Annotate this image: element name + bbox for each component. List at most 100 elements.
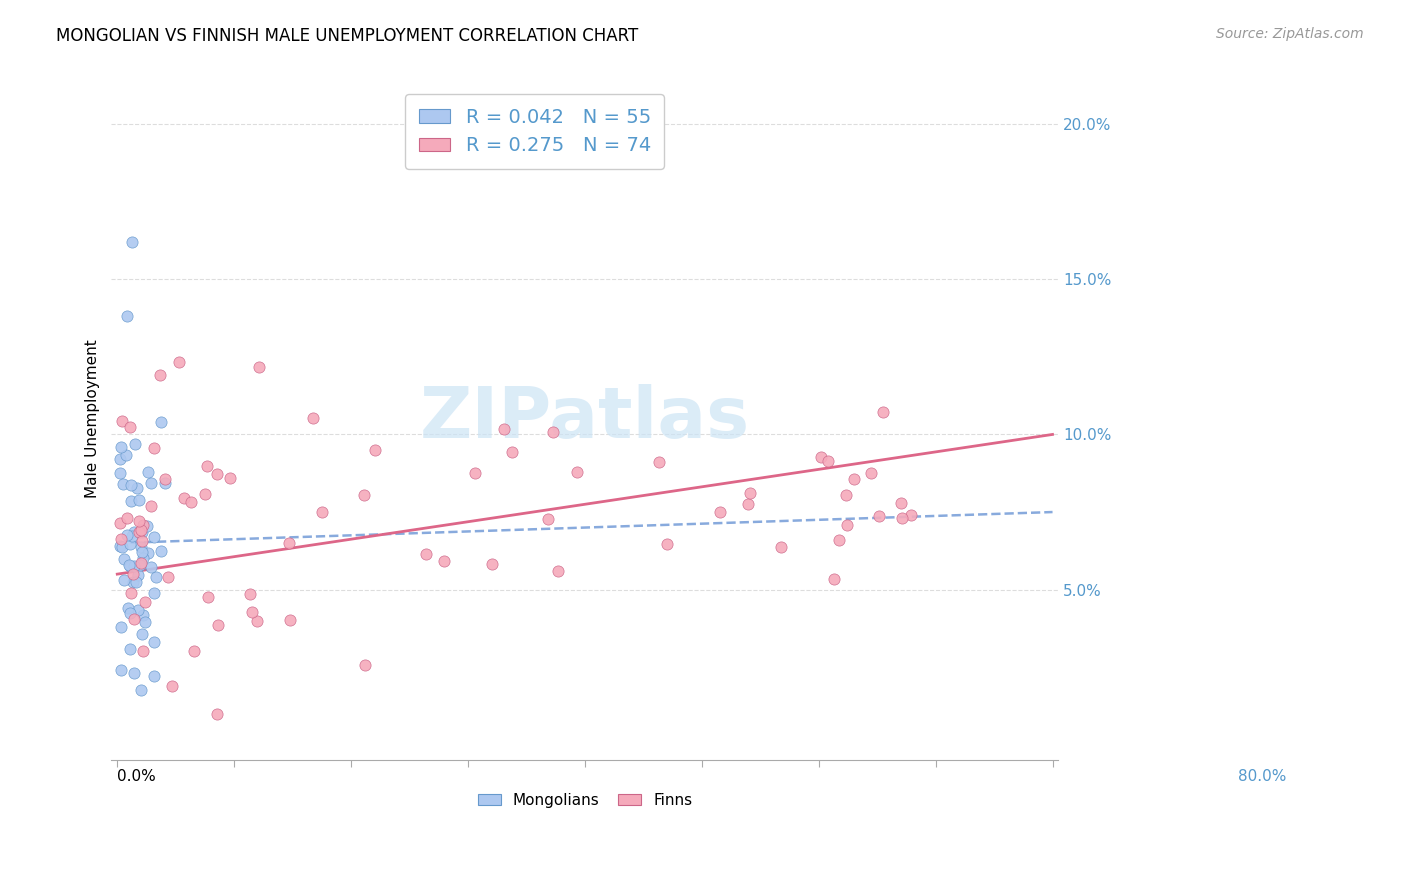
Point bbox=[132, 518, 155, 533]
Point bbox=[239, 587, 262, 601]
Point bbox=[111, 540, 134, 554]
Point bbox=[124, 665, 146, 680]
Point bbox=[125, 574, 148, 589]
Point bbox=[155, 472, 177, 486]
Point bbox=[127, 603, 149, 617]
Point bbox=[810, 450, 832, 465]
Text: Source: ZipAtlas.com: Source: ZipAtlas.com bbox=[1216, 27, 1364, 41]
Point bbox=[740, 486, 762, 500]
Point bbox=[278, 613, 301, 627]
Point bbox=[136, 546, 159, 560]
Point bbox=[129, 556, 152, 570]
Point bbox=[277, 536, 299, 550]
Point bbox=[134, 595, 156, 609]
Point bbox=[122, 566, 145, 581]
Point bbox=[115, 310, 138, 324]
Point bbox=[149, 415, 172, 429]
Text: 80.0%: 80.0% bbox=[1237, 769, 1286, 784]
Point bbox=[195, 459, 218, 474]
Point bbox=[135, 519, 157, 533]
Point bbox=[141, 475, 163, 490]
Point bbox=[153, 476, 176, 491]
Point bbox=[205, 467, 228, 481]
Point bbox=[541, 425, 564, 439]
Point bbox=[364, 442, 387, 457]
Point bbox=[129, 523, 152, 537]
Point bbox=[108, 516, 131, 530]
Point bbox=[108, 540, 131, 554]
Point bbox=[311, 504, 333, 518]
Point bbox=[120, 641, 142, 656]
Point bbox=[124, 437, 146, 451]
Point bbox=[112, 552, 135, 566]
Point bbox=[120, 420, 142, 434]
Point bbox=[143, 531, 166, 545]
Point bbox=[108, 467, 131, 481]
Point bbox=[240, 605, 263, 619]
Point bbox=[891, 511, 914, 525]
Point bbox=[120, 537, 142, 551]
Point bbox=[648, 455, 671, 469]
Point bbox=[565, 465, 588, 479]
Point bbox=[868, 509, 890, 524]
Point bbox=[131, 627, 153, 641]
Point bbox=[120, 493, 142, 508]
Point bbox=[128, 524, 150, 539]
Point bbox=[207, 618, 229, 632]
Point bbox=[890, 496, 912, 510]
Point bbox=[481, 558, 503, 572]
Point bbox=[737, 497, 759, 511]
Point bbox=[197, 590, 219, 604]
Point bbox=[112, 574, 135, 588]
Point bbox=[110, 532, 132, 546]
Point bbox=[173, 491, 195, 505]
Point bbox=[117, 527, 139, 541]
Point bbox=[709, 505, 731, 519]
Point bbox=[122, 558, 145, 573]
Point bbox=[120, 559, 142, 574]
Point bbox=[835, 517, 858, 532]
Point bbox=[128, 493, 150, 508]
Point bbox=[828, 533, 851, 547]
Point bbox=[354, 657, 377, 672]
Point bbox=[180, 494, 202, 508]
Point bbox=[121, 235, 143, 249]
Point bbox=[124, 612, 146, 626]
Point bbox=[134, 615, 156, 629]
Point bbox=[162, 679, 184, 693]
Point bbox=[132, 550, 155, 565]
Point bbox=[125, 481, 148, 495]
Point bbox=[118, 558, 141, 572]
Point bbox=[121, 574, 143, 589]
Point bbox=[817, 453, 839, 467]
Text: MONGOLIAN VS FINNISH MALE UNEMPLOYMENT CORRELATION CHART: MONGOLIAN VS FINNISH MALE UNEMPLOYMENT C… bbox=[56, 27, 638, 45]
Point bbox=[302, 410, 325, 425]
Point bbox=[129, 683, 152, 698]
Point bbox=[131, 608, 153, 623]
Point bbox=[246, 614, 269, 628]
Point bbox=[149, 368, 172, 382]
Point bbox=[141, 499, 163, 513]
Point bbox=[655, 537, 678, 551]
Point bbox=[547, 564, 569, 578]
Point bbox=[129, 540, 152, 554]
Point bbox=[501, 444, 523, 458]
Point bbox=[142, 669, 165, 683]
Y-axis label: Male Unemployment: Male Unemployment bbox=[86, 340, 100, 499]
Point bbox=[131, 545, 153, 559]
Point bbox=[219, 471, 242, 485]
Point bbox=[769, 541, 792, 555]
Point bbox=[118, 606, 141, 620]
Point bbox=[194, 487, 217, 501]
Point bbox=[110, 440, 132, 454]
Point bbox=[463, 466, 485, 480]
Point bbox=[536, 512, 558, 526]
Point bbox=[128, 514, 150, 528]
Point bbox=[111, 477, 134, 491]
Point bbox=[167, 355, 190, 369]
Text: ZIPatlas: ZIPatlas bbox=[420, 384, 749, 453]
Text: 0.0%: 0.0% bbox=[117, 769, 156, 784]
Point bbox=[121, 529, 143, 543]
Point bbox=[835, 488, 858, 502]
Point bbox=[139, 560, 162, 574]
